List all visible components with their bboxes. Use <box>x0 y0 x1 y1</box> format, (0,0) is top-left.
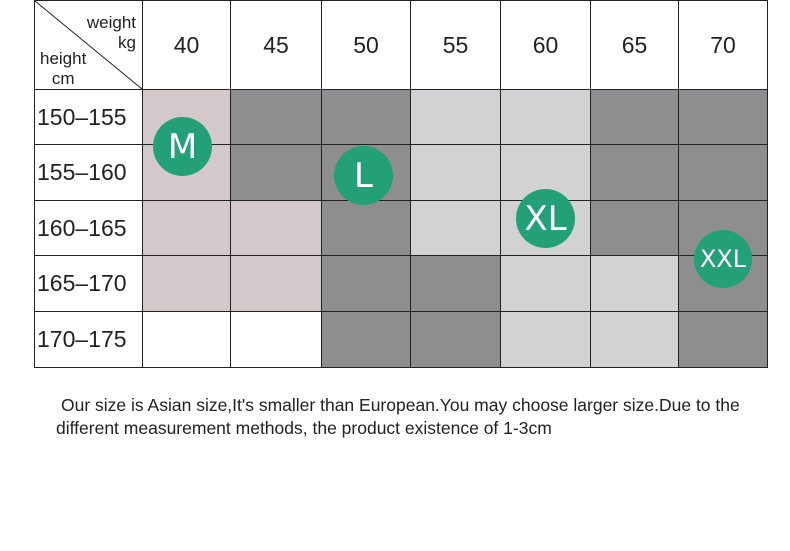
weight-axis-label: weight kg <box>87 13 136 53</box>
weight-unit: kg <box>118 33 136 52</box>
table-cell <box>679 312 768 368</box>
size-table: weight kg height cm 40 45 50 55 60 65 70… <box>34 0 768 368</box>
table-cell <box>411 201 501 256</box>
table-cell <box>322 256 411 312</box>
height-unit: cm <box>51 69 75 88</box>
row-header-170-175: 170–175 <box>35 312 143 368</box>
table-cell <box>322 201 411 256</box>
table-cell <box>411 256 501 312</box>
column-header-40: 40 <box>143 1 231 90</box>
table-cell <box>591 201 679 256</box>
table-cell <box>591 90 679 145</box>
table-cell <box>322 90 411 145</box>
table-cell <box>501 312 591 368</box>
table-cell <box>143 256 231 312</box>
table-cell <box>143 312 231 368</box>
table-cell <box>501 90 591 145</box>
row-header-165-170: 165–170 <box>35 256 143 312</box>
column-header-45: 45 <box>231 1 322 90</box>
table-cell <box>231 90 322 145</box>
height-axis-label: height cm <box>40 49 86 89</box>
table-cell <box>143 201 231 256</box>
row-header-160-165: 160–165 <box>35 201 143 256</box>
size-note: Our size is Asian size,It's smaller than… <box>56 394 776 440</box>
column-header-60: 60 <box>501 1 591 90</box>
table-cell <box>411 312 501 368</box>
table-cell <box>591 312 679 368</box>
height-label: height <box>40 49 87 68</box>
column-header-65: 65 <box>591 1 679 90</box>
size-chart: weight kg height cm 40 45 50 55 60 65 70… <box>34 0 768 368</box>
size-note-line-1: Our size is Asian size,It's smaller than… <box>61 395 740 415</box>
size-badge-l: L <box>334 146 393 205</box>
table-cell <box>411 90 501 145</box>
size-note-line-2: different measurement methods, the produ… <box>56 418 552 438</box>
table-corner-header: weight kg height cm <box>35 1 143 90</box>
table-cell <box>591 145 679 201</box>
column-header-55: 55 <box>411 1 501 90</box>
size-badge-m: M <box>153 117 212 176</box>
table-cell <box>501 256 591 312</box>
corner-diagonal-line <box>35 1 142 89</box>
weight-label: weight <box>86 13 136 32</box>
column-header-70: 70 <box>679 1 768 90</box>
column-header-50: 50 <box>322 1 411 90</box>
row-header-150-155: 150–155 <box>35 90 143 145</box>
table-cell <box>679 145 768 201</box>
table-cell <box>231 256 322 312</box>
table-cell <box>231 145 322 201</box>
table-cell <box>411 145 501 201</box>
table-cell <box>231 312 322 368</box>
table-cell <box>591 256 679 312</box>
table-cell <box>322 312 411 368</box>
table-cell <box>679 90 768 145</box>
row-header-155-160: 155–160 <box>35 145 143 201</box>
size-badge-xl: XL <box>516 189 575 248</box>
size-badge-xxl: XXL <box>694 230 752 288</box>
table-cell <box>231 201 322 256</box>
